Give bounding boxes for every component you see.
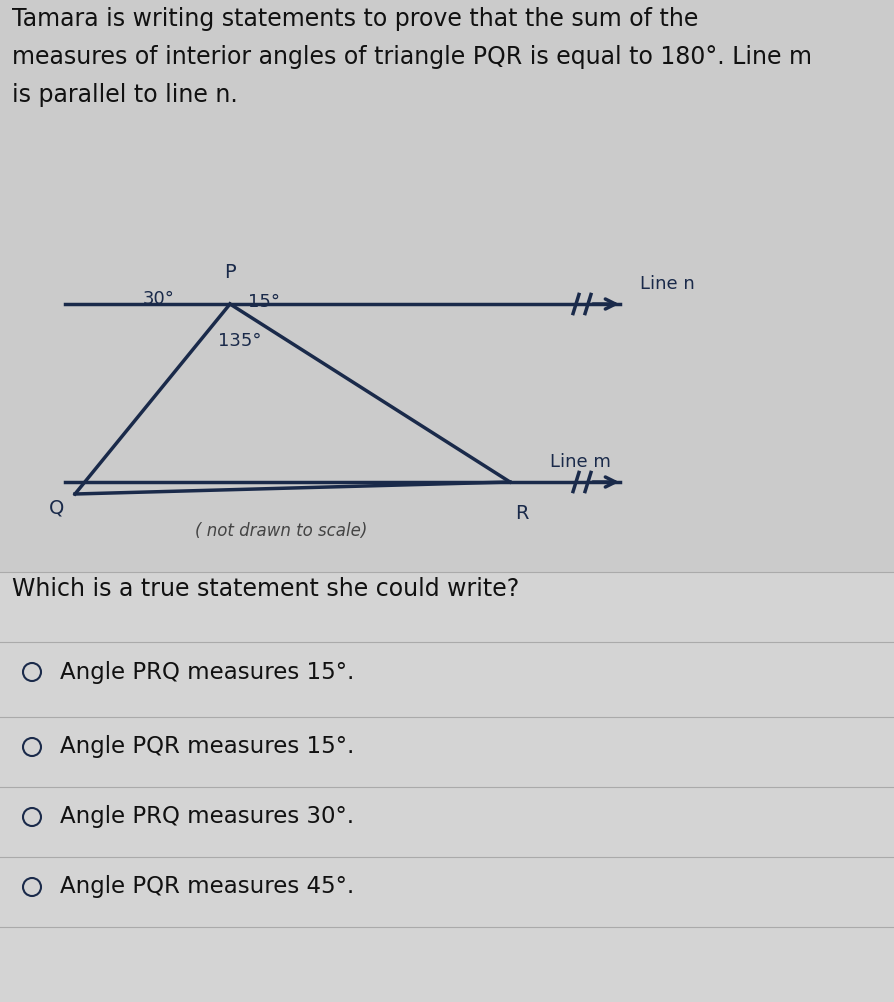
- Text: 30°: 30°: [143, 290, 175, 308]
- Text: measures of interior angles of triangle PQR is equal to 180°. Line m: measures of interior angles of triangle …: [12, 45, 811, 69]
- Text: Line n: Line n: [639, 275, 694, 293]
- Text: 135°: 135°: [218, 332, 261, 350]
- Text: Q: Q: [49, 499, 64, 518]
- Text: P: P: [224, 263, 235, 282]
- Text: is parallel to line n.: is parallel to line n.: [12, 83, 238, 107]
- Text: R: R: [514, 504, 528, 523]
- Text: Angle PQR measures 45°.: Angle PQR measures 45°.: [60, 876, 354, 899]
- Text: Angle PRQ measures 30°.: Angle PRQ measures 30°.: [60, 806, 354, 829]
- Text: Angle PRQ measures 15°.: Angle PRQ measures 15°.: [60, 660, 354, 683]
- Text: ( not drawn to scale): ( not drawn to scale): [195, 522, 367, 540]
- Text: Angle PQR measures 15°.: Angle PQR measures 15°.: [60, 735, 354, 759]
- Text: 15°: 15°: [248, 293, 280, 311]
- Text: Line m: Line m: [550, 453, 611, 471]
- Text: Which is a true statement she could write?: Which is a true statement she could writ…: [12, 577, 519, 601]
- Text: Tamara is writing statements to prove that the sum of the: Tamara is writing statements to prove th…: [12, 7, 697, 31]
- Bar: [0, 572, 894, 1002]
